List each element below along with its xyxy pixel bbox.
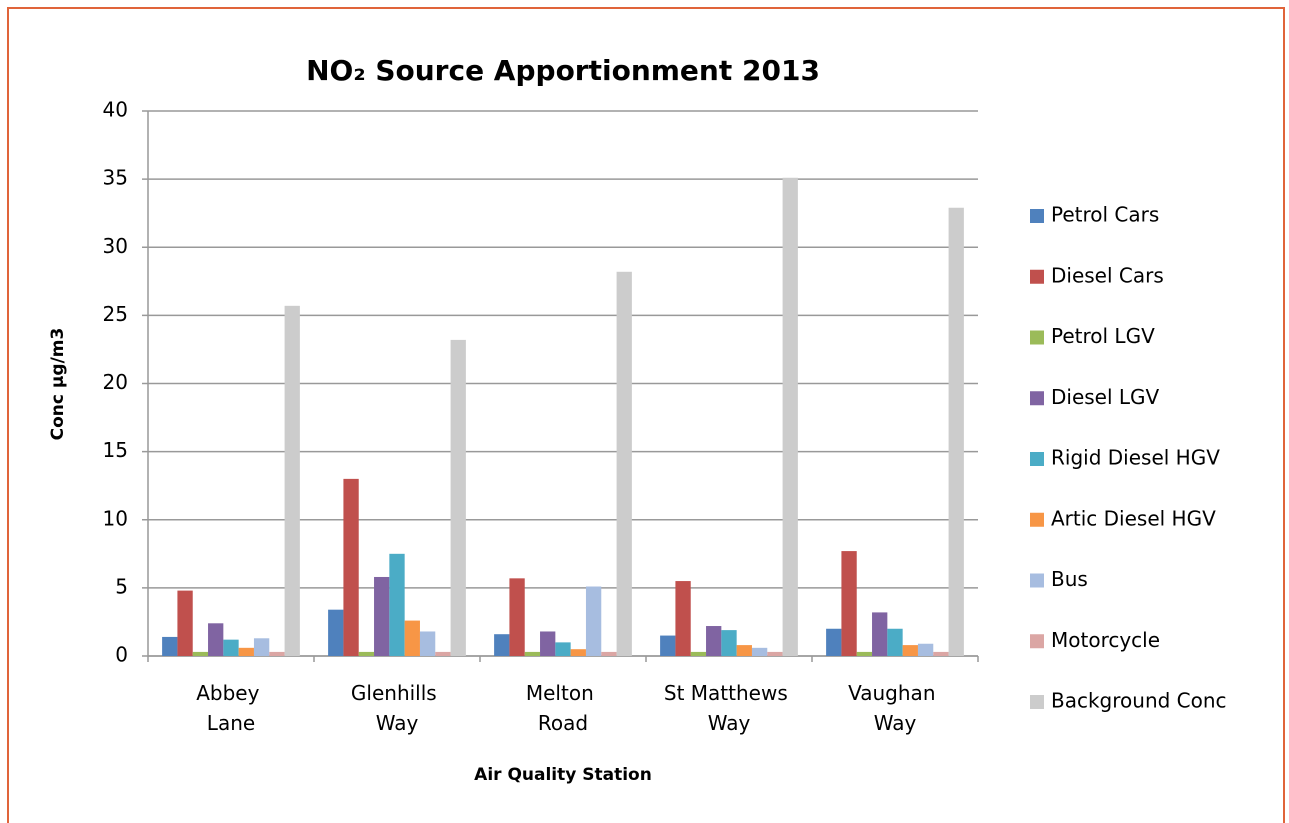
legend-swatch [1030, 269, 1044, 284]
bar [887, 628, 903, 656]
bar [555, 642, 571, 656]
x-tick-label: Vaughan Way [848, 681, 942, 735]
legend-swatch [1030, 391, 1044, 406]
bar [933, 651, 949, 656]
bar [902, 645, 918, 656]
y-tick-label: 10 [103, 506, 128, 530]
bar [374, 576, 390, 656]
bar [616, 271, 632, 656]
bar [570, 649, 586, 656]
bar [736, 645, 752, 656]
legend-label: Background Conc [1051, 689, 1227, 713]
bar [524, 651, 541, 656]
bar [585, 586, 602, 656]
legend-label: Diesel Cars [1051, 263, 1164, 287]
legend-label: Rigid Diesel HGV [1051, 446, 1220, 470]
bar [767, 651, 783, 656]
y-tick-label: 30 [103, 234, 128, 258]
bar [450, 339, 466, 656]
bar [328, 609, 344, 656]
legend-label: Petrol Cars [1051, 203, 1159, 227]
bar [343, 478, 359, 656]
legend-swatch [1030, 634, 1044, 649]
bar [690, 651, 707, 656]
bar [601, 651, 617, 656]
y-tick-label: 25 [103, 302, 128, 326]
bar [358, 651, 375, 656]
bar [162, 636, 178, 656]
bar [177, 590, 193, 656]
bar [509, 578, 525, 656]
x-tick-label: Abbey Lane [196, 681, 266, 735]
bar [751, 647, 768, 656]
bar [948, 207, 964, 657]
legend-swatch [1030, 452, 1044, 466]
legend-swatch [1030, 209, 1044, 223]
y-tick-label: 5 [115, 574, 128, 598]
bar [660, 635, 676, 656]
y-tick-label: 40 [103, 98, 128, 122]
bar [208, 623, 224, 656]
x-axis-label: Air Quality Station [474, 765, 652, 785]
bar [419, 631, 436, 656]
y-tick-label: 20 [103, 370, 128, 394]
bar [269, 651, 285, 656]
bar [223, 639, 239, 656]
y-tick-label: 35 [103, 166, 128, 190]
y-tick-label: 15 [103, 438, 128, 462]
bar [253, 638, 270, 656]
bar [841, 551, 857, 656]
bar [284, 305, 300, 656]
x-tick-label: Glenhills Way [351, 681, 443, 735]
legend-swatch [1030, 573, 1044, 588]
y-axis-label: Conc µg/m3 [48, 328, 68, 441]
frame [7, 7, 1285, 823]
bar [389, 553, 405, 656]
legend-label: Bus [1051, 567, 1088, 591]
legend-swatch [1030, 330, 1044, 345]
bar [706, 626, 722, 656]
legend-label: Motorcycle [1051, 628, 1160, 652]
y-tick-label: 0 [115, 643, 128, 667]
bar [917, 643, 934, 656]
bar [872, 612, 888, 656]
x-tick-label: Melton Road [526, 681, 600, 735]
bar [238, 647, 254, 656]
bar [675, 581, 691, 656]
legend-label: Petrol LGV [1051, 324, 1155, 348]
legend-swatch [1030, 512, 1044, 527]
bar [782, 177, 798, 656]
legend-label: Artic Diesel HGV [1051, 506, 1216, 530]
bar [494, 634, 510, 656]
x-tick-label: St Matthews Way [664, 681, 794, 735]
bar [192, 651, 209, 656]
bar [826, 628, 842, 656]
bar [540, 631, 556, 656]
bar [404, 620, 420, 656]
bar [856, 651, 873, 656]
legend-label: Diesel LGV [1051, 385, 1160, 409]
bar [435, 651, 451, 656]
chart-title: NO₂ Source Apportionment 2013 [306, 54, 820, 87]
bar [721, 630, 737, 656]
legend-swatch [1030, 695, 1044, 709]
